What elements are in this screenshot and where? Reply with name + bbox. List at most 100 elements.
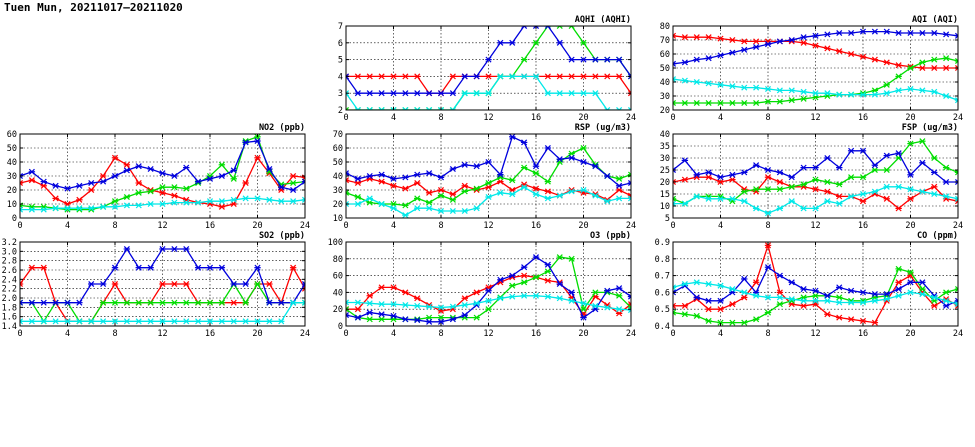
y-tick-label: 2.8	[2, 257, 17, 267]
data-point	[717, 174, 724, 181]
data-point	[425, 205, 433, 212]
data-point	[681, 280, 689, 288]
data-point	[895, 286, 902, 293]
data-point	[556, 39, 563, 46]
data-point	[40, 178, 47, 185]
data-point	[437, 318, 445, 325]
data-point	[520, 279, 528, 286]
data-point	[218, 203, 226, 210]
marker-stroke	[627, 197, 631, 202]
data-point	[954, 286, 958, 293]
x-tick-label: 20	[252, 329, 262, 339]
data-point	[580, 90, 587, 97]
marker-stroke	[954, 303, 958, 308]
marker-stroke	[627, 301, 631, 306]
data-point	[354, 193, 362, 201]
x-tick-label: 12	[483, 329, 493, 339]
marker-stroke	[390, 106, 395, 110]
data-point	[437, 304, 445, 311]
y-tick-label: 0.6	[655, 288, 670, 298]
data-point	[847, 147, 855, 154]
data-point	[604, 106, 611, 110]
x-tick-label: 20	[905, 113, 915, 123]
data-point	[242, 318, 249, 325]
data-point	[954, 32, 958, 39]
marker-stroke	[301, 178, 305, 183]
data-point	[218, 318, 226, 325]
data-point	[859, 53, 867, 60]
data-point	[776, 87, 784, 94]
marker-stroke	[673, 284, 677, 289]
data-point	[171, 172, 178, 180]
data-point	[741, 99, 748, 107]
data-point	[437, 90, 445, 97]
data-point	[159, 200, 166, 208]
data-point	[776, 38, 784, 45]
data-point	[836, 48, 843, 55]
data-point	[942, 289, 950, 296]
data-point	[568, 255, 575, 262]
data-point	[20, 179, 24, 187]
data-point	[836, 91, 843, 98]
marker-stroke	[627, 195, 631, 200]
data-point	[824, 188, 831, 195]
data-point	[520, 26, 528, 30]
x-tick-label: 12	[810, 221, 820, 231]
data-point	[289, 179, 297, 187]
data-point	[40, 206, 47, 213]
data-point	[895, 205, 902, 212]
data-point	[836, 314, 843, 321]
data-point	[28, 206, 36, 213]
data-point	[390, 284, 397, 291]
data-point	[449, 90, 457, 97]
data-point	[752, 279, 760, 286]
data-point	[592, 289, 599, 296]
data-point	[354, 299, 362, 306]
chart-title: AQI (AQI)	[912, 15, 958, 25]
data-point	[99, 299, 107, 306]
data-point	[764, 85, 772, 93]
data-point	[278, 184, 285, 191]
marker-stroke	[673, 76, 677, 81]
data-point	[681, 34, 689, 41]
data-point	[354, 306, 362, 313]
marker-stroke	[426, 106, 430, 110]
data-point	[615, 285, 623, 292]
data-point	[111, 264, 119, 271]
x-tick-label: 16	[205, 221, 215, 231]
chart-title: NO2 (ppb)	[259, 123, 305, 133]
data-point	[883, 28, 890, 35]
marker-stroke	[954, 301, 958, 306]
data-point	[532, 163, 540, 170]
data-point	[544, 261, 552, 268]
data-point	[592, 90, 599, 97]
data-point	[931, 190, 938, 198]
data-point	[473, 205, 480, 212]
marker-stroke	[673, 166, 677, 171]
data-point	[919, 188, 926, 195]
data-point	[414, 106, 421, 110]
data-point	[693, 34, 700, 41]
y-tick-label: 0.5	[655, 305, 670, 315]
data-point	[705, 169, 712, 176]
data-point	[800, 286, 807, 293]
y-tick-label: 7	[338, 22, 343, 32]
marker-stroke	[954, 197, 958, 202]
series-3	[20, 137, 305, 194]
data-point	[764, 166, 772, 174]
data-point	[681, 99, 689, 107]
data-point	[776, 169, 784, 176]
marker-stroke	[346, 92, 350, 97]
series-4	[673, 183, 958, 217]
marker-stroke	[346, 106, 350, 110]
data-point	[485, 193, 492, 201]
data-point	[681, 176, 689, 183]
data-point	[437, 192, 445, 199]
data-point	[824, 45, 831, 52]
data-point	[592, 56, 599, 63]
data-point	[673, 99, 677, 107]
data-point	[402, 90, 409, 97]
data-point	[954, 301, 958, 308]
data-point	[414, 90, 421, 97]
